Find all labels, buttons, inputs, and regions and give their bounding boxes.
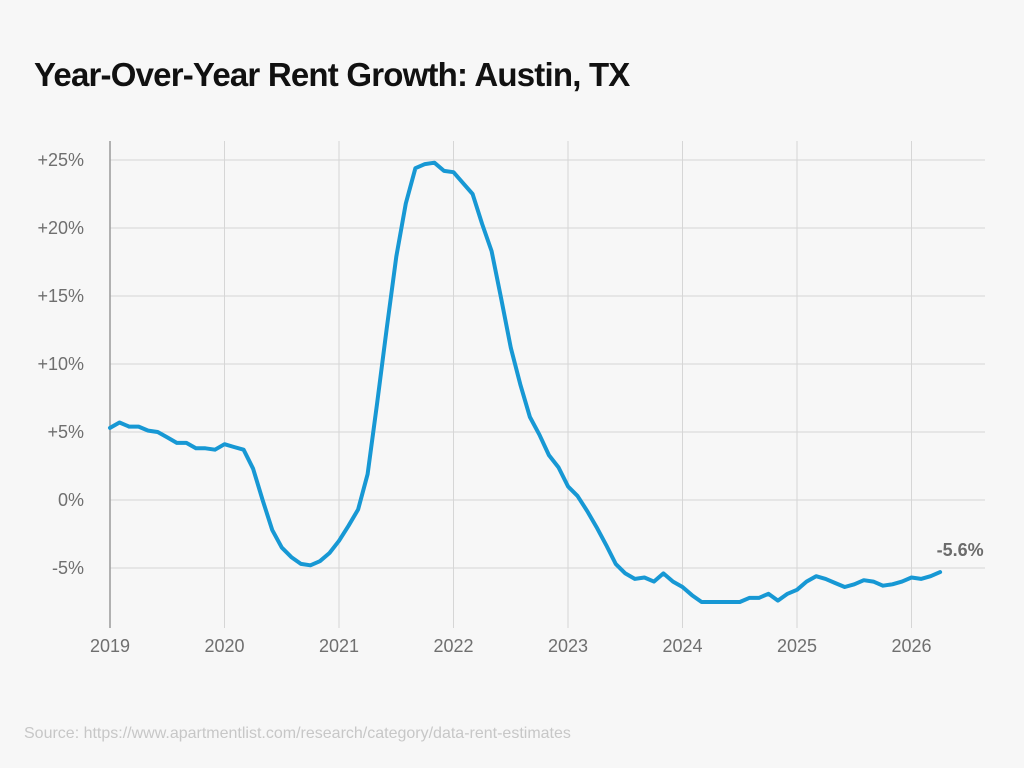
y-gridlines: [110, 159, 985, 569]
x-tick-label: 2025: [777, 636, 817, 656]
x-tick-label: 2023: [548, 636, 588, 656]
y-tick-label: +15%: [37, 286, 84, 306]
y-tick-label: +25%: [37, 150, 84, 170]
y-tick-label: 0%: [58, 490, 84, 510]
x-axis-tick-labels: 2019 2020 2021 2022 2023 2024 2025 2026: [90, 636, 932, 656]
x-tick-label: 2026: [891, 636, 931, 656]
end-value-label: -5.6%: [937, 540, 984, 560]
y-axis-tick-labels: +25% +20% +15% +10% +5% 0% -5%: [37, 150, 84, 578]
x-tick-label: 2024: [662, 636, 702, 656]
y-tick-label: -5%: [52, 558, 84, 578]
y-tick-label: +10%: [37, 354, 84, 374]
x-tick-label: 2021: [319, 636, 359, 656]
x-tick-label: 2022: [433, 636, 473, 656]
series-line-rent-growth: [108, 160, 943, 604]
y-tick-label: +5%: [47, 422, 84, 442]
y-tick-label: +20%: [37, 218, 84, 238]
x-tick-label: 2019: [90, 636, 130, 656]
source-note: Source: https://www.apartmentlist.com/re…: [24, 725, 571, 742]
chart-title: Year-Over-Year Rent Growth: Austin, TX: [34, 56, 630, 93]
x-gridlines: [109, 141, 912, 628]
x-tick-label: 2020: [204, 636, 244, 656]
